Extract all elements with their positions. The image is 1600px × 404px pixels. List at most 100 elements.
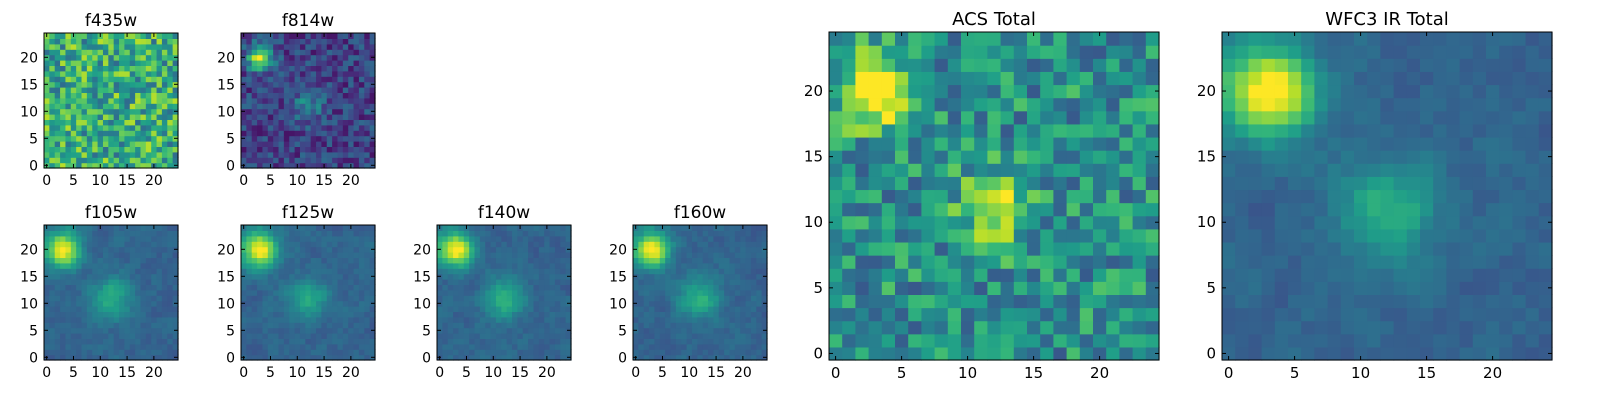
heatmap-cell	[167, 344, 173, 350]
heatmap-cell	[241, 338, 247, 344]
heatmap-cell	[55, 141, 61, 147]
heatmap-cell	[268, 279, 274, 285]
heatmap-cell	[241, 114, 247, 120]
heatmap-cell	[1539, 334, 1553, 348]
heatmap-cell	[1014, 242, 1028, 256]
heatmap-cell	[257, 284, 263, 290]
heatmap-cell	[316, 65, 322, 71]
heatmap-cell	[948, 163, 962, 177]
heatmap-cell	[464, 344, 470, 350]
heatmap-cell	[442, 344, 448, 350]
heatmap-cell	[279, 92, 285, 98]
heatmap-cell	[703, 241, 709, 247]
heatmap-cell	[713, 263, 719, 269]
heatmap-cell	[829, 321, 843, 335]
heatmap-cell	[1420, 321, 1434, 335]
heatmap-cell	[92, 157, 98, 163]
heatmap-cell	[311, 333, 317, 339]
heatmap-cell	[512, 225, 518, 231]
heatmap-cell	[321, 311, 327, 317]
heatmap-cell	[273, 114, 279, 120]
heatmap-cell	[337, 44, 343, 50]
heatmap-cell	[496, 333, 502, 339]
heatmap-cell	[1248, 321, 1262, 335]
heatmap-cell	[327, 301, 333, 307]
heatmap-cell	[485, 230, 491, 236]
heatmap-cell	[327, 311, 333, 317]
heatmap-cell	[119, 225, 125, 231]
heatmap-cell	[140, 92, 146, 98]
heatmap-cell	[114, 225, 120, 231]
heatmap-cell	[44, 92, 50, 98]
heatmap-cell	[921, 281, 935, 295]
heatmap-cell	[364, 268, 370, 274]
heatmap-cell	[501, 284, 507, 290]
heatmap-cell	[284, 263, 290, 269]
heatmap-cell	[1080, 58, 1094, 72]
heatmap-cell	[55, 55, 61, 61]
heatmap-cell	[507, 274, 513, 280]
heatmap-cell	[167, 252, 173, 258]
heatmap-cell	[295, 263, 301, 269]
heatmap-cell	[895, 308, 909, 322]
heatmap-cell	[1380, 281, 1394, 295]
heatmap-cell	[1001, 281, 1015, 295]
heatmap-cell	[746, 284, 752, 290]
heatmap-cell	[119, 114, 125, 120]
heatmap-cell	[507, 257, 513, 263]
heatmap-cell	[948, 321, 962, 335]
heatmap-cell	[241, 71, 247, 77]
heatmap-cell	[469, 317, 475, 323]
heatmap-cell	[644, 290, 650, 296]
heatmap-cell	[332, 306, 338, 312]
heatmap-cell	[448, 344, 454, 350]
heatmap-cell	[311, 236, 317, 242]
heatmap-cell	[692, 295, 698, 301]
heatmap-cell	[146, 236, 152, 242]
heatmap-cell	[55, 65, 61, 71]
heatmap-cell	[550, 263, 556, 269]
heatmap-cell	[908, 137, 922, 151]
heatmap-cell	[1093, 189, 1107, 203]
heatmap-cell	[60, 146, 66, 152]
heatmap-cell	[1288, 242, 1302, 256]
heatmap-cell	[1248, 203, 1262, 217]
heatmap-cell	[364, 317, 370, 323]
heatmap-cell	[908, 308, 922, 322]
heatmap-cell	[458, 247, 464, 253]
heatmap-cell	[746, 338, 752, 344]
heatmap-cell	[114, 274, 120, 280]
heatmap-cell	[305, 225, 311, 231]
heatmap-cell	[633, 290, 639, 296]
heatmap-cell	[343, 252, 349, 258]
heatmap-cell	[713, 322, 719, 328]
heatmap-cell	[1119, 268, 1133, 282]
heatmap-cell	[528, 306, 534, 312]
heatmap-cell	[151, 55, 157, 61]
heatmap-cell	[1248, 176, 1262, 190]
heatmap-cell	[480, 230, 486, 236]
heatmap-cell	[364, 328, 370, 334]
heatmap-cell	[555, 295, 561, 301]
heatmap-cell	[140, 103, 146, 109]
heatmap-cell	[1526, 216, 1540, 230]
heatmap-cell	[539, 268, 545, 274]
heatmap-cell	[103, 44, 109, 50]
heatmap-cell	[974, 189, 988, 203]
heatmap-cell	[1394, 203, 1408, 217]
heatmap-cell	[364, 290, 370, 296]
heatmap-cell	[108, 295, 114, 301]
heatmap-cell	[1053, 111, 1067, 125]
heatmap-cell	[130, 306, 136, 312]
heatmap-cell	[108, 146, 114, 152]
heatmap-cell	[359, 60, 365, 66]
heatmap-cell	[475, 322, 481, 328]
heatmap-cell	[687, 247, 693, 253]
heatmap-cell	[842, 294, 856, 308]
heatmap-cell	[517, 301, 523, 307]
heatmap-cell	[512, 236, 518, 242]
heatmap-cell	[311, 82, 317, 88]
heatmap-cell	[1001, 137, 1015, 151]
heatmap-cell	[60, 252, 66, 258]
heatmap-cell	[295, 247, 301, 253]
